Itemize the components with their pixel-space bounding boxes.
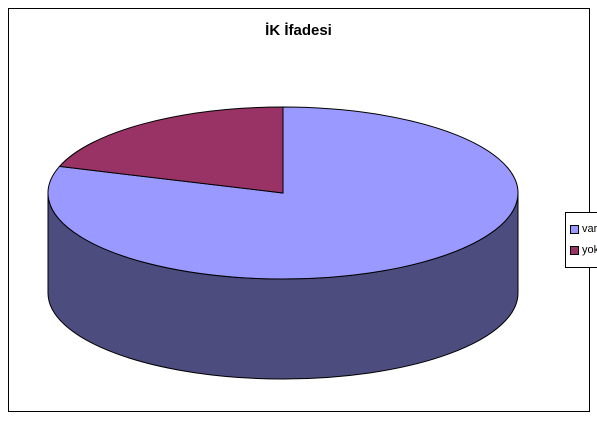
chart-title: İK İfadesi <box>265 22 332 39</box>
legend-swatch-var <box>570 224 579 234</box>
pie-top <box>47 106 519 280</box>
legend: var yok <box>565 212 597 268</box>
legend-entry-yok: yok <box>570 243 597 257</box>
legend-label-var: var <box>582 223 597 235</box>
legend-swatch-yok <box>570 245 579 255</box>
pie-slice-yok <box>58 106 284 194</box>
legend-label-yok: yok <box>582 244 597 256</box>
legend-entry-var: var <box>570 222 597 236</box>
